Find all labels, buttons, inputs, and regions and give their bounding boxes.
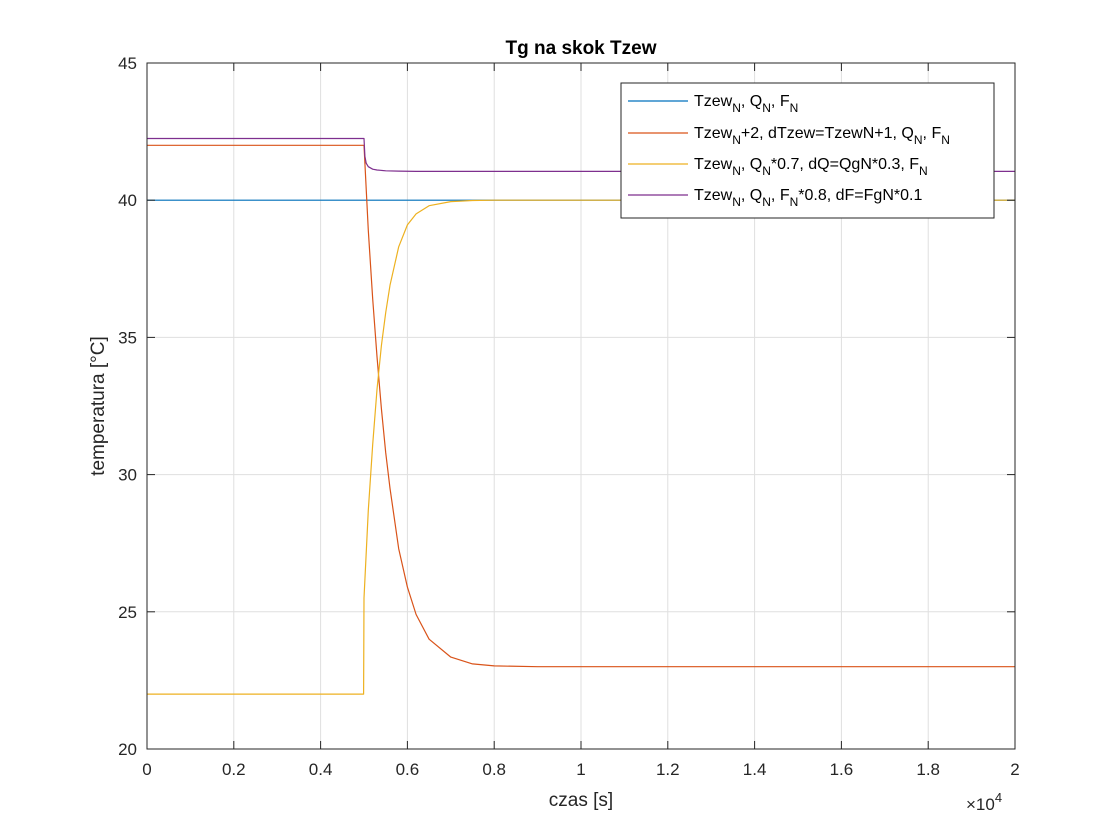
x-axis-exponent: ×104 xyxy=(966,790,1002,814)
legend-entry-3: TzewN, QN*0.7, dQ=QgN*0.3, FN xyxy=(694,156,928,178)
x-axis-label: czas [s] xyxy=(549,790,613,811)
x-tick-label: 2 xyxy=(1010,760,1019,779)
x-axis-exponent-base: ×10 xyxy=(966,795,995,814)
y-tick-label: 25 xyxy=(118,603,137,622)
x-tick-label: 0.2 xyxy=(222,760,246,779)
x-axis-exponent-power: 4 xyxy=(995,790,1002,805)
y-tick-label: 45 xyxy=(118,54,137,73)
series-line-2 xyxy=(147,144,1015,668)
y-tick-label: 20 xyxy=(118,740,137,759)
legend-entry-1: TzewN, QN, FN xyxy=(694,93,798,115)
x-tick-label: 0.4 xyxy=(309,760,333,779)
chart-title: Tg na skok Tzew xyxy=(506,38,657,59)
x-tick-label: 0.6 xyxy=(396,760,420,779)
x-tick-label: 1.6 xyxy=(830,760,854,779)
x-tick-label: 1.2 xyxy=(656,760,680,779)
series-line-4 xyxy=(147,137,1015,172)
y-tick-label: 30 xyxy=(118,466,137,485)
y-tick-label: 40 xyxy=(118,191,137,210)
legend-entry-2: TzewN+2, dTzew=TzewN+1, QN, FN xyxy=(694,125,950,147)
legend: TzewN, QN, FN TzewN+2, dTzew=TzewN+1, QN,… xyxy=(620,82,995,219)
x-tick-label: 0 xyxy=(142,760,151,779)
x-tick-label: 1 xyxy=(576,760,585,779)
y-tick-label: 35 xyxy=(118,328,137,347)
series-line-3 xyxy=(147,199,1015,695)
ticks: 0 0.2 0.4 0.6 0.8 1 1.2 1.4 1.6 1.8 2 20 25 30 35 40 45 xyxy=(118,54,1020,779)
y-axis-label: temperatura [°C] xyxy=(88,336,109,476)
x-tick-label: 1.8 xyxy=(916,760,940,779)
x-tick-label: 1.4 xyxy=(743,760,767,779)
legend-entry-4: TzewN, QN, FN*0.8, dF=FgN*0.1 xyxy=(694,187,922,209)
x-tick-label: 0.8 xyxy=(482,760,506,779)
